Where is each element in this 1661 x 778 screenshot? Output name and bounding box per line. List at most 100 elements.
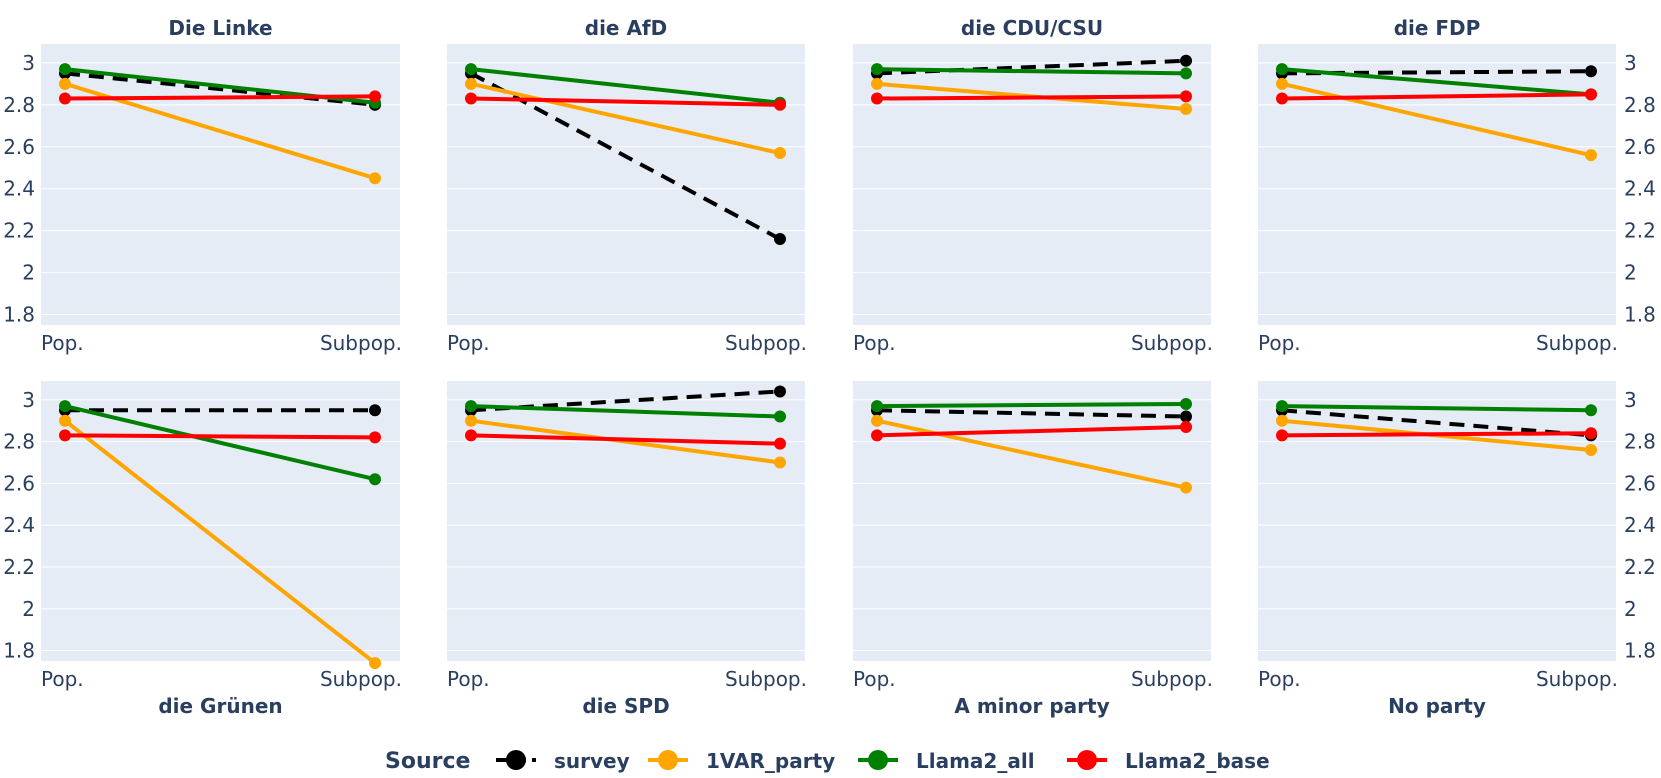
y-tick-label: 2.2: [1624, 555, 1656, 579]
y-tick-label: 2.2: [3, 555, 35, 579]
data-point-Llama2_base: [59, 92, 71, 105]
panel-title: die AfD: [585, 16, 667, 40]
x-tick-label: Subpop.: [725, 667, 807, 691]
y-tick-label: 2.4: [3, 513, 35, 537]
panel-title: No party: [1388, 694, 1486, 718]
data-point-Llama2_all: [59, 63, 71, 76]
legend-label-1VAR_party: 1VAR_party: [706, 749, 835, 773]
data-point-1VAR_party: [1276, 77, 1288, 90]
data-point-Llama2_base: [59, 429, 71, 442]
series-line-1VAR_party: [470, 418, 781, 465]
series-line-Llama2_base: [1281, 92, 1592, 101]
legend: Source survey 1VAR_party Llama2_all Llama2_b…: [385, 749, 1270, 774]
y-tick-label: 2.8: [1624, 430, 1656, 454]
data-point-1VAR_party: [774, 456, 786, 469]
panels-group: 1.8 2 2.2 2.4 2.6 2.8 3 Pop. Subpop. Die Linke Pop…: [3, 16, 1656, 718]
series-line-Llama2_base: [470, 96, 781, 107]
data-point-1VAR_party: [774, 147, 786, 160]
y-tick-label: 2: [22, 597, 35, 621]
data-point-Llama2_base: [1180, 420, 1192, 433]
legend-label-Llama2_all: Llama2_all: [916, 749, 1035, 773]
series-line-Llama2_all: [1281, 404, 1592, 413]
data-point-Llama2_base: [774, 437, 786, 450]
y-tick-label: 2.4: [3, 177, 35, 201]
panel-die-cdu-csu: Pop. Subpop. die CDU/CSU: [853, 16, 1213, 355]
legend-label-Llama2_base: Llama2_base: [1125, 749, 1270, 773]
data-point-1VAR_party: [871, 77, 883, 90]
y-tick-label: 2: [1624, 597, 1637, 621]
panel-no-party: 1.8 2 2.2 2.4 2.6 2.8 3 Pop. Subpop. No party: [1258, 381, 1656, 718]
data-point-Llama2_base: [369, 431, 381, 444]
data-point-1VAR_party: [1585, 149, 1597, 162]
x-tick-label: Pop.: [447, 331, 490, 355]
data-point-Llama2_base: [465, 429, 477, 442]
data-point-Llama2_all: [369, 473, 381, 486]
plot-background: [1258, 44, 1616, 325]
panel-title: die Grünen: [158, 694, 282, 718]
data-point-Llama2_base: [1180, 90, 1192, 103]
y-tick-label: 2: [22, 261, 35, 285]
legend-label-survey: survey: [554, 749, 630, 773]
series-line-Llama2_base: [876, 424, 1187, 438]
data-point-Llama2_all: [1585, 404, 1597, 417]
legend-marker-Llama2_base: [1077, 750, 1097, 770]
x-tick-label: Subpop.: [320, 331, 402, 355]
panel-die-fdp: 1.8 2 2.2 2.4 2.6 2.8 3 Pop. Subpop. die FDP: [1258, 16, 1656, 355]
x-tick-label: Pop.: [41, 331, 84, 355]
data-point-Llama2_base: [871, 92, 883, 105]
series-line-Llama2_base: [876, 94, 1187, 101]
data-point-Llama2_all: [59, 400, 71, 413]
panel-die-gr-nen: 1.8 2 2.2 2.4 2.6 2.8 3 Pop. Subpop. die Grünen: [3, 381, 402, 718]
data-point-Llama2_base: [1276, 92, 1288, 105]
plot-background: [1258, 381, 1616, 661]
x-tick-label: Pop.: [447, 667, 490, 691]
y-tick-label: 1.8: [3, 303, 35, 327]
data-point-Llama2_base: [774, 98, 786, 111]
data-point-survey: [774, 233, 786, 246]
data-point-1VAR_party: [1180, 103, 1192, 116]
series-line-survey: [1281, 408, 1592, 438]
series-line-1VAR_party: [470, 81, 781, 155]
y-tick-label: 2.8: [1624, 93, 1656, 117]
data-point-1VAR_party: [871, 414, 883, 427]
series-line-1VAR_party: [1281, 81, 1592, 158]
data-point-survey: [369, 404, 381, 417]
y-tick-label: 2.6: [3, 135, 35, 159]
series-line-Llama2_all: [470, 404, 781, 419]
data-point-1VAR_party: [369, 172, 381, 185]
panel-title: Die Linke: [168, 16, 272, 40]
series-line-Llama2_base: [64, 94, 376, 101]
series-line-Llama2_all: [64, 404, 376, 482]
panel-die-afd: Pop. Subpop. die AfD: [447, 16, 807, 355]
plot-background: [447, 381, 805, 661]
data-point-1VAR_party: [465, 414, 477, 427]
panel-title: die CDU/CSU: [961, 16, 1103, 40]
x-tick-label: Subpop.: [1536, 667, 1618, 691]
data-point-survey: [1585, 65, 1597, 78]
x-tick-label: Pop.: [41, 667, 84, 691]
x-tick-label: Subpop.: [1536, 331, 1618, 355]
data-point-1VAR_party: [1276, 414, 1288, 427]
data-point-Llama2_all: [465, 400, 477, 413]
data-point-Llama2_base: [1276, 429, 1288, 442]
y-tick-label: 2: [1624, 261, 1637, 285]
data-point-1VAR_party: [59, 77, 71, 90]
x-tick-label: Subpop.: [1131, 667, 1213, 691]
panel-title: die FDP: [1394, 16, 1481, 40]
y-tick-label: 3: [22, 388, 35, 412]
x-tick-label: Subpop.: [1131, 331, 1213, 355]
series-line-survey: [876, 408, 1187, 419]
y-tick-label: 2.8: [3, 430, 35, 454]
y-tick-label: 2.2: [1624, 219, 1656, 243]
y-tick-label: 2.8: [3, 93, 35, 117]
data-point-survey: [1180, 54, 1192, 67]
y-tick-label: 2.4: [1624, 513, 1656, 537]
y-tick-label: 2.2: [3, 219, 35, 243]
series-line-1VAR_party: [876, 418, 1187, 490]
data-point-1VAR_party: [59, 414, 71, 427]
data-point-1VAR_party: [369, 657, 381, 670]
series-line-Llama2_all: [470, 67, 781, 105]
data-point-survey: [774, 385, 786, 398]
series-line-Llama2_base: [64, 433, 376, 440]
